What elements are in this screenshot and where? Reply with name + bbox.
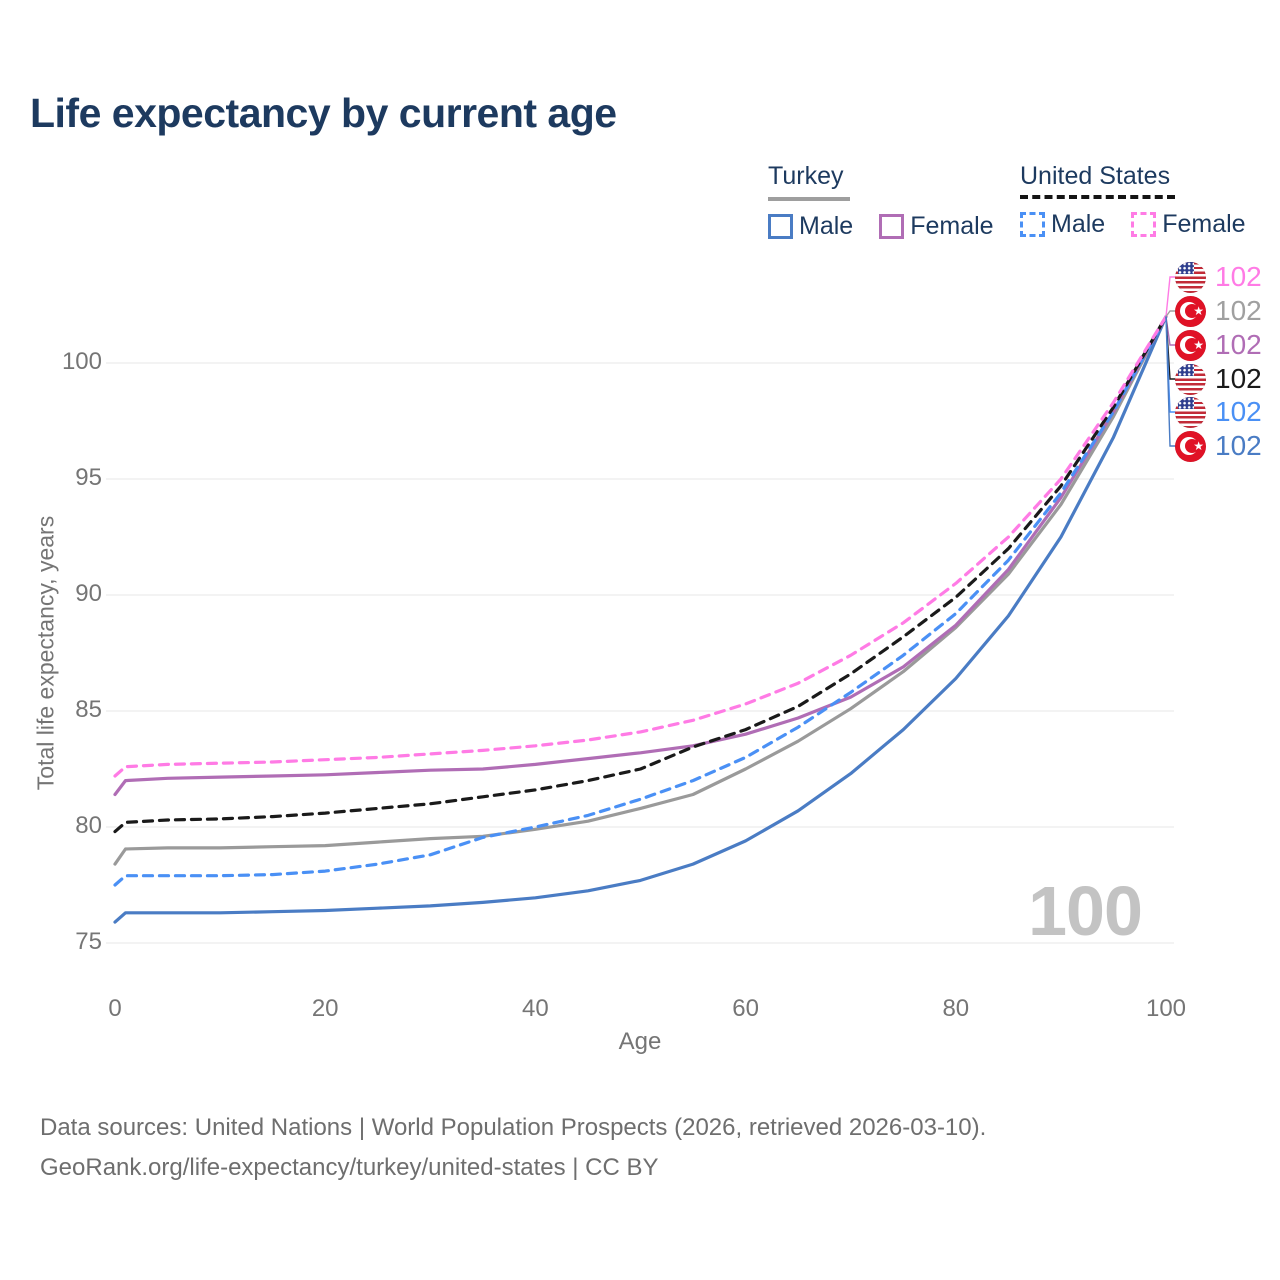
end-value: 102 [1215, 396, 1262, 427]
series-line-turkey-female[interactable] [113, 315, 1168, 797]
y-tick-label-95: 95 [75, 463, 102, 491]
end-value: 102 [1215, 329, 1262, 360]
turkey-flag-icon: ★ [1175, 329, 1206, 361]
us-total-line-swatch [1020, 195, 1175, 199]
legend-label-turkey-female: Female [910, 212, 994, 240]
us-flag-icon [1175, 363, 1206, 395]
us-flag-icon [1175, 396, 1206, 428]
end-value: 102 [1215, 430, 1262, 461]
legend-label-turkey-male: Male [799, 212, 854, 240]
end-label-connector [1165, 316, 1176, 346]
attribution-text: GeoRank.org/life-expectancy/turkey/unite… [40, 1154, 659, 1181]
legend-label-us-male: Male [1051, 210, 1106, 238]
y-tick-label-75: 75 [75, 927, 102, 955]
series-end-label-turkey-male: ★ 102 [1175, 430, 1262, 462]
x-tick-label-100: 100 [1145, 995, 1187, 1022]
series-end-label-turkey-total: ★ 102 [1175, 295, 1262, 327]
turkey-flag-icon: ★ [1175, 430, 1206, 462]
x-axis-title: Age [618, 1028, 662, 1055]
legend-item-turkey-male[interactable]: Male [768, 212, 853, 241]
data-sources-text: Data sources: United Nations | World Pop… [40, 1114, 987, 1141]
x-tick-label-20: 20 [311, 995, 339, 1022]
x-tick-label-80: 80 [942, 995, 970, 1022]
x-tick-label-0: 0 [108, 995, 122, 1022]
x-tick-label-40: 40 [522, 995, 549, 1022]
legend-group-united-states: United States Male Female [1020, 162, 1246, 239]
legend-item-us-female[interactable]: Female [1131, 210, 1246, 239]
end-label-connector [1165, 276, 1176, 317]
y-tick-label-100: 100 [61, 347, 102, 375]
series-line-turkey[interactable] [113, 315, 1168, 866]
end-value: 102 [1215, 363, 1262, 394]
series-end-label-us-total: 102 [1175, 363, 1262, 395]
x-tick-label-60: 60 [732, 995, 759, 1022]
series-end-label-us-female: 102 [1175, 261, 1262, 293]
turkey-male-swatch[interactable] [768, 214, 793, 239]
legend-item-turkey-female[interactable]: Female [879, 212, 994, 241]
legend-group-turkey: Turkey Male Female [768, 162, 994, 241]
turkey-total-line-swatch [768, 197, 850, 201]
series-end-label-turkey-female: ★ 102 [1175, 329, 1262, 361]
y-tick-label-85: 85 [75, 695, 102, 723]
us-female-swatch[interactable] [1131, 212, 1157, 237]
end-label-connector [1165, 310, 1176, 318]
y-tick-label-80: 80 [75, 811, 102, 839]
page-title: Life expectancy by current age [30, 90, 617, 136]
turkey-flag-icon: ★ [1175, 295, 1206, 327]
series-end-label-us-male: 102 [1175, 396, 1262, 428]
turkey-female-swatch[interactable] [879, 214, 905, 239]
footer: Data sources: United Nations | World Pop… [40, 1108, 986, 1188]
series-line-united-states-female[interactable] [113, 315, 1168, 778]
series-line-united-states[interactable] [113, 315, 1168, 834]
age-watermark: 100 [1028, 872, 1143, 950]
us-flag-icon [1175, 261, 1206, 293]
series-line-united-states-male[interactable] [113, 315, 1168, 887]
end-label-connector [1165, 316, 1176, 447]
series-line-turkey-male[interactable] [113, 315, 1168, 924]
y-tick-label-90: 90 [75, 579, 102, 607]
legend-header-turkey[interactable]: Turkey [768, 162, 844, 190]
us-male-swatch[interactable] [1020, 212, 1045, 237]
end-value: 102 [1215, 295, 1262, 326]
legend-label-us-female: Female [1162, 210, 1246, 238]
legend-header-united-states[interactable]: United States [1020, 162, 1171, 190]
end-value: 102 [1215, 261, 1262, 292]
legend-item-us-male[interactable]: Male [1020, 210, 1105, 239]
